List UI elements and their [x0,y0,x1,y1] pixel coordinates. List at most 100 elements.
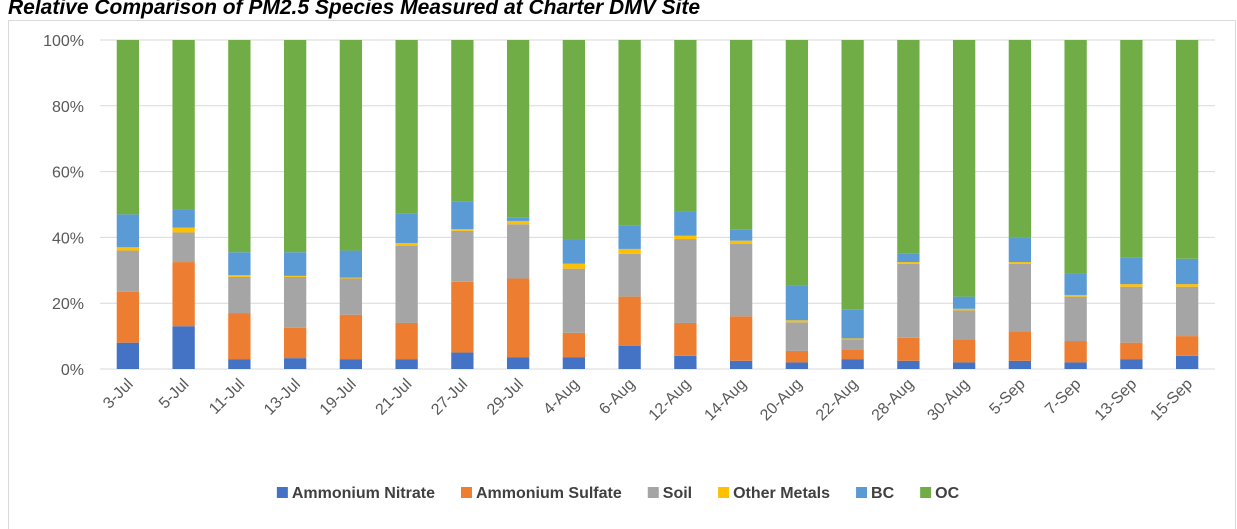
bar-segment [395,359,418,369]
bar-segment [283,40,307,253]
bar-segment [618,253,641,297]
bar-segment [674,322,697,356]
bar-segment [841,339,864,350]
x-tick-label: 4-Aug [540,376,582,418]
bar-segment [228,275,251,277]
legend-label: Ammonium Nitrate [292,485,435,502]
bar-segment [674,40,697,212]
bar-segment [172,326,195,369]
bar-segment [1064,273,1087,295]
chart-border [8,20,1236,529]
bar-segment [897,360,920,369]
bar-segment [562,332,586,358]
bar-segment [1175,355,1199,369]
bar-segment [116,247,140,251]
bar-segment [841,40,864,310]
bar-segment [1175,286,1199,337]
bar-segment [729,229,753,241]
bar-segment [172,40,195,210]
legend-swatch [718,487,730,498]
bar-segment [451,40,474,202]
y-tick-label: 20% [52,296,84,313]
bar-segment [785,362,809,369]
bar-segment [1008,331,1032,361]
bar-segment [1008,40,1032,238]
legend-swatch [856,487,868,498]
bar-segment [841,338,864,340]
bar-segment [1008,360,1032,369]
bar-segment [618,225,641,249]
x-tick-label: 5-Sep [986,376,1028,418]
bar-segment [841,359,864,369]
bar-segment [1120,286,1143,343]
x-tick-label: 11-Jul [206,376,248,418]
bar-segment [116,214,140,248]
bar-segment [729,243,753,317]
bar-segment [897,337,920,361]
bar-segment [952,40,976,297]
bar-segment [116,291,140,343]
legend-label: Other Metals [733,485,830,502]
bar-segment [1064,294,1087,297]
bar-segment [674,235,697,240]
bar-segment [562,239,586,264]
bar-segment [1120,40,1143,258]
bar-segment [1175,258,1199,285]
bar-segment [228,276,251,314]
bar-segment [618,296,641,346]
bar-segment [451,229,474,231]
x-tick-label: 28-Aug [869,376,918,425]
bar-segment [618,345,641,369]
bar-segment [674,239,697,323]
bar-segment [785,350,809,363]
bar-segment [562,40,586,240]
bar-segment [339,250,363,278]
bar-segment [897,253,920,263]
bar-segment [1008,237,1032,263]
bar-segment [952,362,976,369]
bar-segment [1120,342,1143,360]
bar-segment [952,310,976,340]
bar-segment [283,252,307,276]
bar-segment [172,227,195,233]
bar-segment [451,281,474,353]
bar-segment [395,322,418,360]
legend-label: Ammonium Sulfate [476,485,622,502]
bar-segment [1175,40,1199,259]
bar-segment [339,314,363,360]
bar-segment [729,316,753,361]
bar-segment [1064,362,1087,369]
bar-segment [1120,284,1143,287]
bar-segment [451,201,474,230]
bar-segment [116,40,140,215]
bar-segment [952,308,976,311]
bar-segment [283,275,307,277]
bar-segment [506,357,530,369]
y-tick-label: 60% [52,165,84,182]
bar-segment [451,230,474,282]
legend-swatch [460,487,472,498]
bar-segment [1175,284,1199,287]
bar-segment [785,320,809,323]
bar-segment [172,209,195,228]
bar-segment [172,262,195,327]
bar-segment [1064,341,1087,363]
bar-segment [1064,40,1087,274]
chart-title: Relative Comparison of PM2.5 Species Mea… [8,0,700,19]
bar-segment [506,217,530,221]
bar-segment [952,296,976,309]
bar-segment [339,278,363,315]
bar-segment [729,360,753,369]
x-tick-label: 3-Jul [100,376,137,413]
bar-segment [841,349,864,360]
x-tick-label: 27-Jul [428,376,471,419]
x-tick-label: 13-Sep [1092,376,1141,425]
bar-segment [897,40,920,254]
bar-segment [841,309,864,339]
x-tick-label: 29-Jul [484,376,527,419]
bar-segment [897,262,920,264]
bar-segment [116,342,140,369]
bar-segment [562,268,586,333]
bar-segment [339,359,363,369]
y-tick-label: 0% [61,362,84,379]
